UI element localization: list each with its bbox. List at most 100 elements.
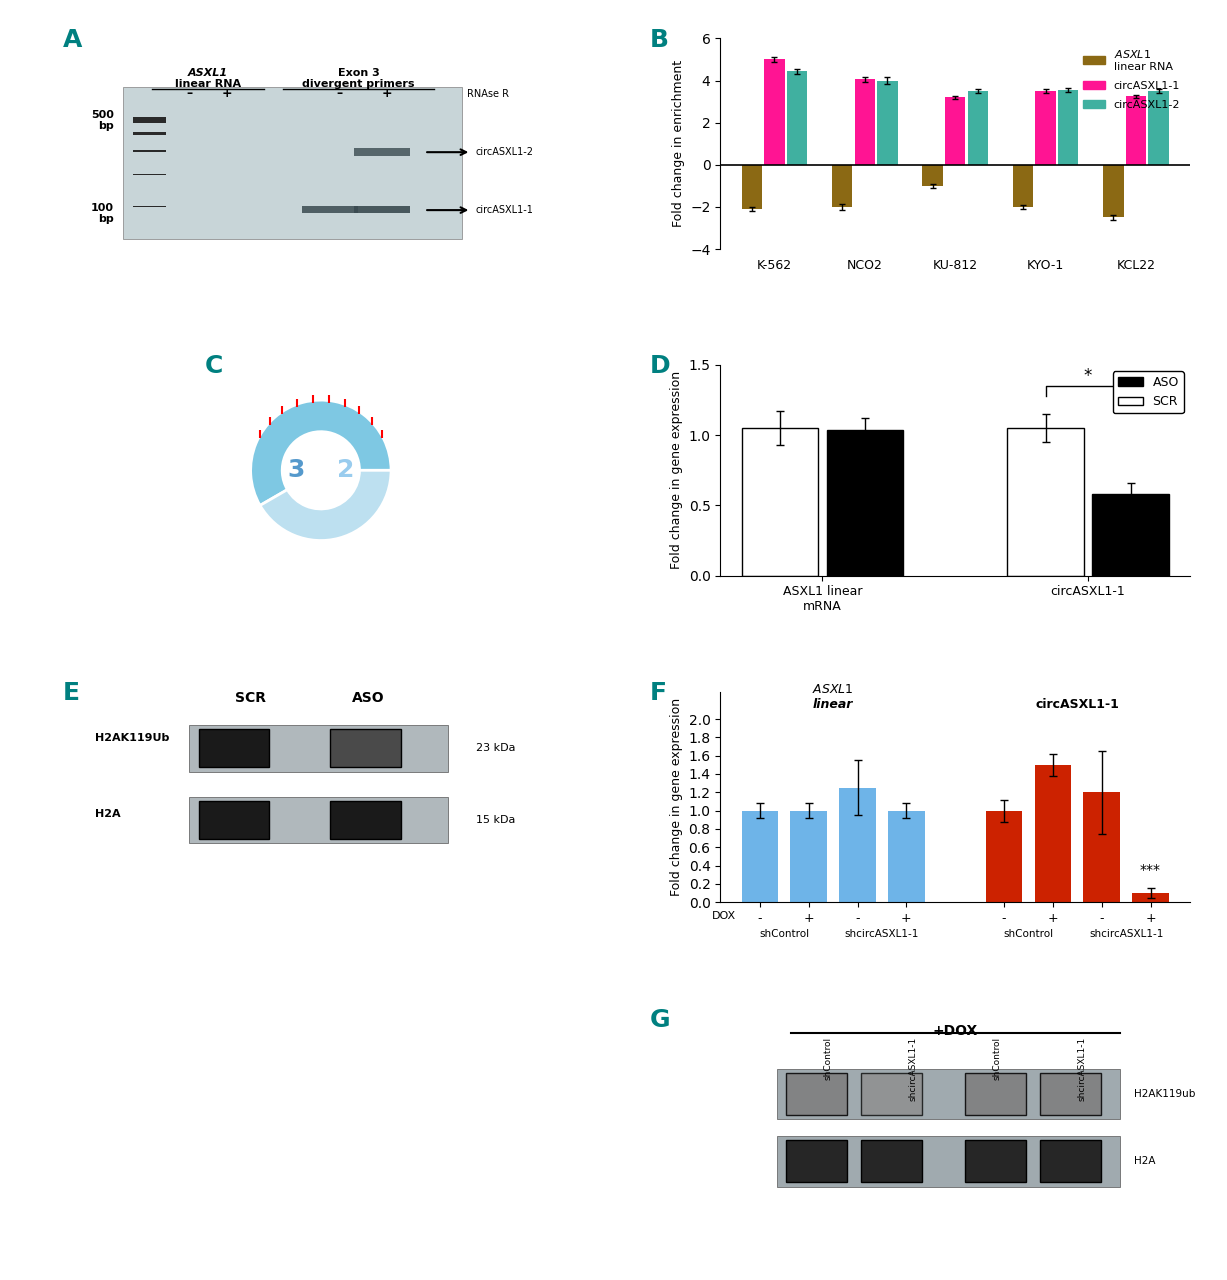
- Text: shcircASXL1-1: shcircASXL1-1: [1088, 929, 1163, 940]
- Text: G: G: [650, 1007, 670, 1032]
- Text: divergent primers: divergent primers: [302, 79, 415, 88]
- FancyBboxPatch shape: [133, 150, 166, 152]
- Text: shcircASXL1-1: shcircASXL1-1: [845, 929, 919, 940]
- Text: 100: 100: [91, 204, 114, 214]
- Text: shControl: shControl: [1004, 929, 1054, 940]
- Text: ASXL1: ASXL1: [188, 68, 228, 78]
- Y-axis label: Fold change in gene expression: Fold change in gene expression: [670, 371, 683, 570]
- Bar: [1148, 91, 1169, 165]
- Text: bp: bp: [98, 214, 114, 224]
- Bar: [877, 81, 898, 165]
- Text: B: B: [650, 28, 669, 52]
- FancyBboxPatch shape: [330, 801, 401, 838]
- FancyBboxPatch shape: [199, 730, 269, 768]
- Bar: [1034, 765, 1071, 902]
- FancyBboxPatch shape: [787, 1140, 847, 1183]
- Y-axis label: Fold change in gene expression: Fold change in gene expression: [670, 698, 683, 896]
- FancyBboxPatch shape: [133, 132, 166, 136]
- Text: H2AK119ub: H2AK119ub: [1134, 1089, 1195, 1100]
- FancyBboxPatch shape: [133, 174, 166, 175]
- Bar: [827, 430, 903, 576]
- Text: shcircASXL1-1: shcircASXL1-1: [908, 1037, 918, 1101]
- Text: C: C: [205, 355, 223, 379]
- Text: circASXL1-1: circASXL1-1: [476, 205, 534, 215]
- FancyBboxPatch shape: [964, 1073, 1026, 1115]
- Text: –: –: [187, 87, 193, 100]
- Text: shControl: shControl: [993, 1037, 1001, 1080]
- FancyBboxPatch shape: [1039, 1140, 1101, 1183]
- Bar: [1126, 96, 1146, 165]
- Text: +: +: [222, 87, 232, 100]
- FancyBboxPatch shape: [302, 206, 358, 214]
- Bar: [1083, 792, 1120, 902]
- Text: 500: 500: [91, 110, 114, 120]
- Text: A: A: [63, 28, 82, 52]
- Bar: [1103, 165, 1124, 218]
- Bar: [1133, 893, 1169, 902]
- Text: circASXL1-2: circASXL1-2: [476, 147, 534, 157]
- Text: ASO: ASO: [351, 691, 384, 705]
- Bar: [888, 810, 925, 902]
- Bar: [945, 97, 966, 165]
- Bar: [741, 429, 818, 576]
- Text: H2A: H2A: [1134, 1156, 1156, 1166]
- Text: circASXL1-1: circASXL1-1: [1036, 698, 1119, 710]
- Text: $ASXL1$
linear: $ASXL1$ linear: [812, 684, 854, 710]
- FancyBboxPatch shape: [861, 1140, 923, 1183]
- Text: –: –: [336, 87, 342, 100]
- Text: F: F: [650, 681, 666, 705]
- Bar: [741, 165, 762, 209]
- Bar: [855, 79, 875, 165]
- Bar: [1007, 429, 1083, 576]
- Text: RNAse R: RNAse R: [466, 90, 508, 100]
- Legend: ASO, SCR: ASO, SCR: [1113, 371, 1184, 413]
- Text: +DOX: +DOX: [933, 1024, 978, 1038]
- FancyBboxPatch shape: [777, 1069, 1120, 1119]
- Text: 3: 3: [287, 458, 306, 483]
- FancyBboxPatch shape: [189, 726, 448, 772]
- Wedge shape: [260, 470, 391, 540]
- Text: 23 kDa: 23 kDa: [476, 744, 515, 754]
- FancyBboxPatch shape: [777, 1137, 1120, 1187]
- Bar: [790, 810, 827, 902]
- Text: ***: ***: [1140, 863, 1161, 877]
- Text: 2: 2: [336, 458, 355, 483]
- Wedge shape: [250, 401, 391, 506]
- Text: H2AK119Ub: H2AK119Ub: [96, 733, 169, 742]
- Bar: [787, 72, 807, 165]
- Text: E: E: [63, 681, 80, 705]
- Text: shcircASXL1-1: shcircASXL1-1: [1077, 1037, 1086, 1101]
- FancyBboxPatch shape: [861, 1073, 923, 1115]
- Text: 15 kDa: 15 kDa: [476, 815, 515, 826]
- Bar: [832, 165, 853, 207]
- Text: bp: bp: [98, 122, 114, 131]
- Text: +: +: [382, 87, 391, 100]
- Bar: [1036, 91, 1055, 165]
- Text: shControl: shControl: [823, 1037, 833, 1080]
- FancyBboxPatch shape: [787, 1073, 847, 1115]
- Bar: [968, 91, 988, 165]
- FancyBboxPatch shape: [964, 1140, 1026, 1183]
- Bar: [1012, 165, 1033, 207]
- Text: H2A: H2A: [96, 809, 121, 819]
- Text: DOX: DOX: [712, 910, 735, 920]
- FancyBboxPatch shape: [189, 797, 448, 844]
- FancyBboxPatch shape: [330, 730, 401, 768]
- Bar: [1092, 494, 1169, 576]
- Text: linear RNA: linear RNA: [175, 79, 242, 88]
- FancyBboxPatch shape: [353, 206, 410, 214]
- Text: shControl: shControl: [760, 929, 810, 940]
- Text: *: *: [1083, 366, 1092, 384]
- Text: D: D: [650, 355, 670, 379]
- FancyBboxPatch shape: [199, 801, 269, 838]
- Text: SCR: SCR: [234, 691, 266, 705]
- FancyBboxPatch shape: [124, 87, 461, 238]
- Bar: [741, 810, 778, 902]
- FancyBboxPatch shape: [353, 148, 410, 156]
- Bar: [1058, 90, 1079, 165]
- Y-axis label: Fold change in enrichment: Fold change in enrichment: [671, 60, 685, 228]
- Bar: [764, 59, 784, 165]
- Bar: [839, 787, 876, 902]
- Text: Exon 3: Exon 3: [337, 68, 379, 78]
- Legend: $ASXL1$
linear RNA, circASXL1-1, circASXL1-2: $ASXL1$ linear RNA, circASXL1-1, circASX…: [1079, 44, 1184, 114]
